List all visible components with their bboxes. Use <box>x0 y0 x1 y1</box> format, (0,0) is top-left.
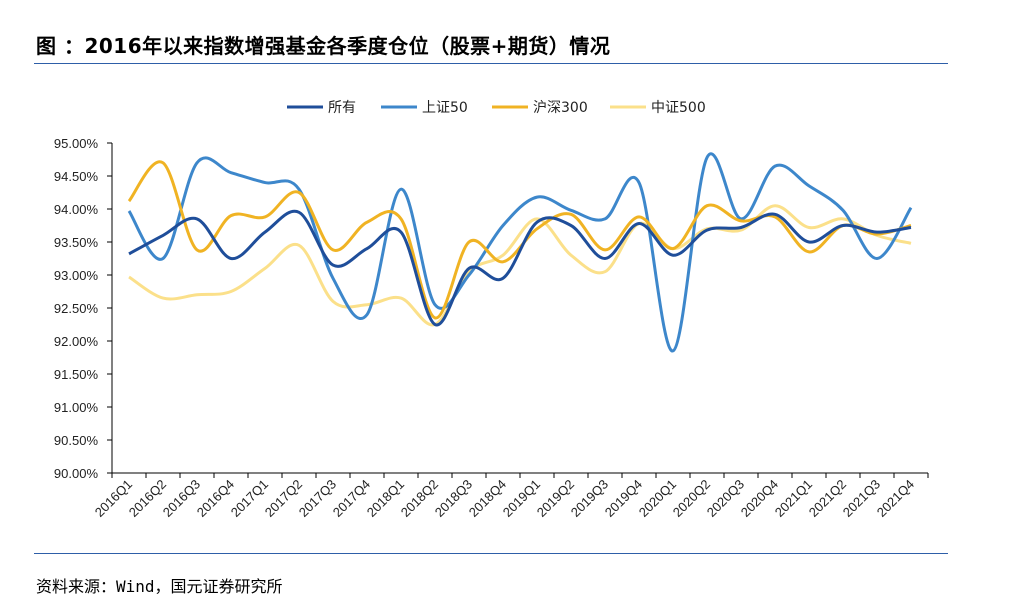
series-line-0 <box>128 209 912 327</box>
legend-item-1: 上证50 <box>381 100 468 116</box>
y-tick-label: 94.50% <box>54 169 99 184</box>
legend-item-3: 中证500 <box>610 100 706 116</box>
legend-item-0: 所有 <box>287 100 356 116</box>
series-line-2 <box>127 160 912 320</box>
chart-title: 图 ：2016年以来指数增强基金各季度仓位（股票+期货）情况 <box>36 34 611 58</box>
y-tick-label: 91.50% <box>54 367 99 382</box>
y-tick-label: 92.50% <box>54 301 99 316</box>
legend-label: 所有 <box>328 100 356 116</box>
legend-item-2: 沪深300 <box>492 100 588 116</box>
series-lines <box>127 152 913 353</box>
chart-legend: 所有 上证50 沪深300 中证500 <box>287 100 706 116</box>
line-chart: 所有 上证50 沪深300 中证500 90.00% 90.50% 91.00% 91.50… <box>54 100 929 520</box>
y-tick-label: 90.50% <box>54 433 99 448</box>
legend-label: 中证500 <box>651 100 706 116</box>
y-tick-label: 95.00% <box>54 136 99 151</box>
source-note: 资料来源：Wind，国元证券研究所 <box>36 577 283 596</box>
series-line-3 <box>128 204 912 327</box>
y-tick-label: 92.00% <box>54 334 99 349</box>
title-divider <box>34 63 948 64</box>
y-tick-label: 93.50% <box>54 235 99 250</box>
legend-label: 沪深300 <box>533 100 588 116</box>
footer-divider <box>34 553 948 554</box>
y-axis: 90.00% 90.50% 91.00% 91.50% 92.00% 92.50% 93.0… <box>54 136 113 481</box>
y-tick-label: 93.00% <box>54 268 99 283</box>
legend-label: 上证50 <box>422 100 468 116</box>
x-axis: 2016Q12016Q22016Q32016Q42017Q12017Q22017… <box>92 472 929 520</box>
y-tick-label: 91.00% <box>54 400 99 415</box>
y-tick-label: 94.00% <box>54 202 99 217</box>
x-tick-label: 2021Q4 <box>874 477 917 520</box>
y-tick-label: 90.00% <box>54 466 99 481</box>
series-line-1 <box>127 152 913 353</box>
